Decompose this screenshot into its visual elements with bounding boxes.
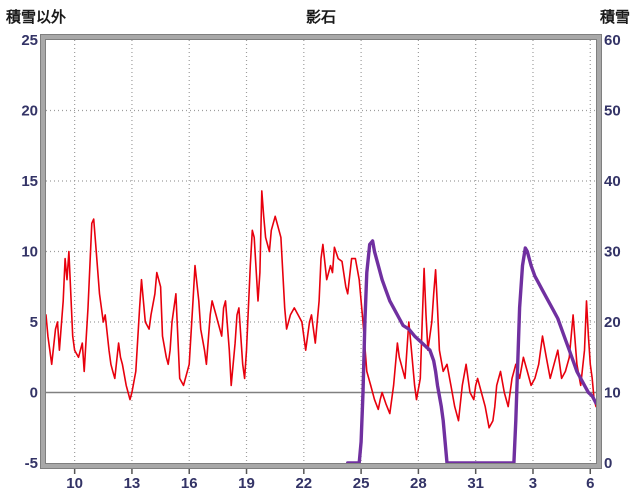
- right-axis-tick-label: 60: [604, 32, 621, 49]
- x-axis-tick-label: 10: [66, 475, 83, 492]
- left-axis-tick-label: 15: [21, 173, 38, 190]
- snow-depth-series-line: [346, 239, 598, 465]
- chart-frame-outer-edge: [40, 34, 602, 469]
- plot-area: [46, 40, 596, 463]
- x-axis-tick-label: 16: [181, 475, 198, 492]
- left-axis-tick-label: 25: [21, 32, 38, 49]
- chart-title: 影石: [305, 9, 336, 26]
- x-axis-tick-label: 31: [467, 475, 484, 492]
- right-axis-tick-label: 10: [604, 385, 621, 402]
- chart-frame-inner-edge: [45, 39, 597, 464]
- non-snow-series-line: [45, 190, 597, 429]
- right-axis-tick-label: 0: [604, 455, 612, 472]
- left-axis-tick-label: 10: [21, 244, 38, 261]
- chart-frame: [40, 34, 602, 469]
- right-axis-tick-label: 40: [604, 173, 621, 190]
- right-axis-title: 積雪: [599, 9, 630, 26]
- left-axis-tick-label: 5: [30, 314, 38, 331]
- left-axis-tick-label: 0: [30, 385, 38, 402]
- left-axis-title: 積雪以外: [6, 9, 67, 26]
- right-axis-tick-label: 30: [604, 244, 621, 261]
- left-axis-tick-label: 20: [21, 103, 38, 120]
- right-axis-tick-label: 20: [604, 314, 621, 331]
- x-axis-tick-label: 3: [529, 475, 537, 492]
- right-axis-tick-label: 50: [604, 103, 621, 120]
- x-axis-tick-label: 19: [238, 475, 255, 492]
- x-axis-tick-label: 22: [295, 475, 312, 492]
- x-axis-tick-label: 13: [124, 475, 141, 492]
- left-axis-tick-label: -5: [25, 455, 38, 472]
- x-axis-tick-label: 28: [410, 475, 427, 492]
- x-axis-tick-label: 6: [586, 475, 594, 492]
- x-axis-tick-label: 25: [353, 475, 370, 492]
